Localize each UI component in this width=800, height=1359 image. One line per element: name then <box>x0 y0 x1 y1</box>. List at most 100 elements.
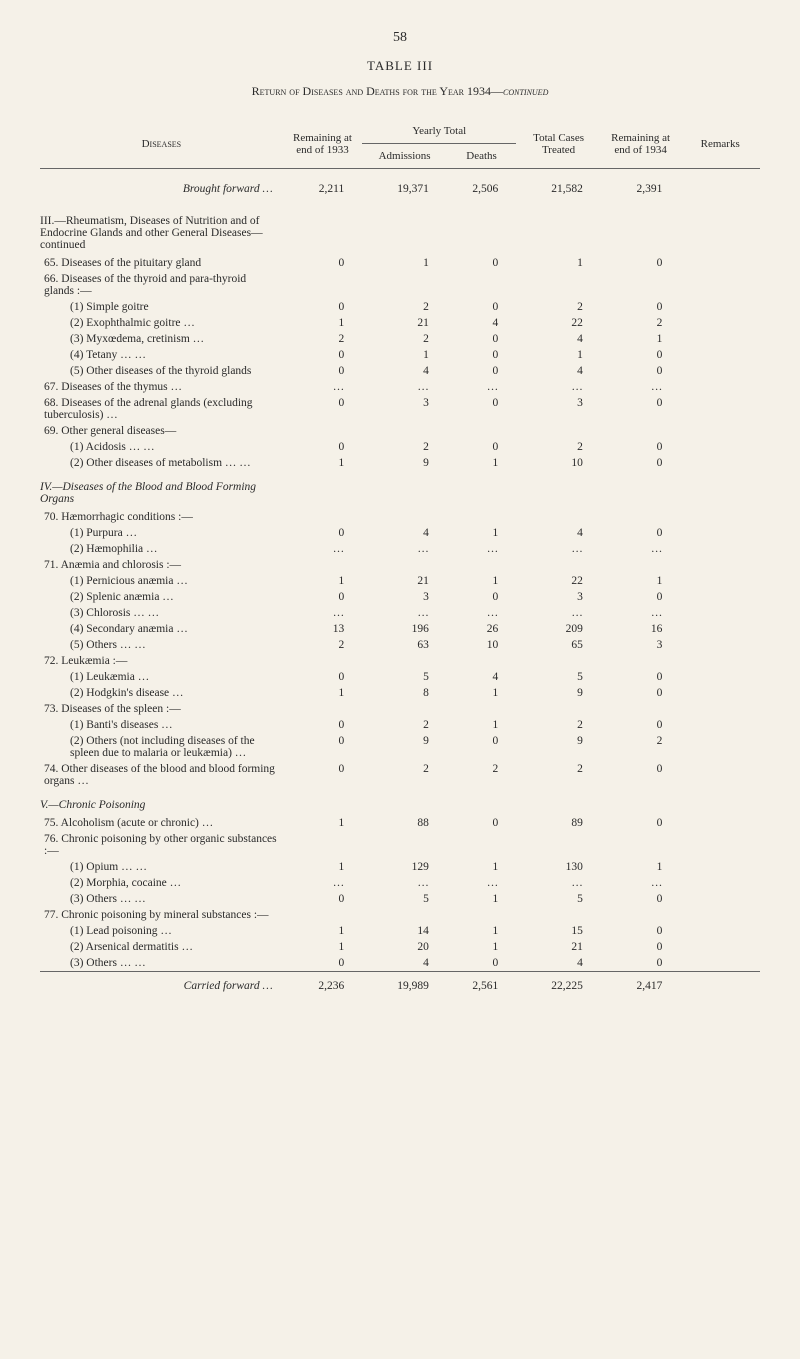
row-label: (2) Splenic anæmia … <box>40 589 283 605</box>
cell: 9 <box>362 733 447 761</box>
cell: 10 <box>516 455 601 471</box>
cell: 1 <box>283 923 363 939</box>
cell: … <box>516 605 601 621</box>
caption-main: Return of Diseases and Deaths for the Ye… <box>252 84 503 98</box>
cell: 0 <box>447 589 516 605</box>
cell: 1 <box>447 455 516 471</box>
cell: 89 <box>516 815 601 831</box>
cell: 13 <box>283 621 363 637</box>
table-row: (3) Others … …05150 <box>40 891 760 907</box>
cell: 0 <box>283 589 363 605</box>
cell: 0 <box>283 891 363 907</box>
cell: … <box>447 875 516 891</box>
row-label: 69. Other general diseases— <box>40 423 283 439</box>
cell: 9 <box>362 455 447 471</box>
table-row: (1) Banti's diseases …02120 <box>40 717 760 733</box>
table-row: (2) Other diseases of metabolism … …1911… <box>40 455 760 471</box>
cell: 2 <box>362 761 447 789</box>
cell: 0 <box>601 923 681 939</box>
cell: 1 <box>447 525 516 541</box>
cell: 0 <box>283 363 363 379</box>
col-remarks: Remarks <box>680 119 760 169</box>
table-row: 70. Hæmorrhagic conditions :— <box>40 509 760 525</box>
cell: 0 <box>601 395 681 423</box>
col-admissions: Admissions <box>362 144 447 169</box>
cell: 21 <box>516 939 601 955</box>
row-label: (1) Lead poisoning … <box>40 923 283 939</box>
row-label: (2) Arsenical dermatitis … <box>40 939 283 955</box>
table-row: 71. Anæmia and chlorosis :— <box>40 557 760 573</box>
cell: 3 <box>362 395 447 423</box>
cell: 1 <box>447 573 516 589</box>
row-label: (3) Others … … <box>40 955 283 972</box>
cell: 0 <box>601 589 681 605</box>
cell: 0 <box>447 255 516 271</box>
cell: 4 <box>447 315 516 331</box>
brought-label: Brought forward … <box>40 169 283 205</box>
cell: 0 <box>601 439 681 455</box>
cell: 129 <box>362 859 447 875</box>
cell: 0 <box>447 395 516 423</box>
cell: 4 <box>516 363 601 379</box>
cell: 4 <box>362 955 447 972</box>
cell: 1 <box>447 859 516 875</box>
row-label: (1) Banti's diseases … <box>40 717 283 733</box>
cell: … <box>447 605 516 621</box>
cell: 5 <box>362 891 447 907</box>
cell: 0 <box>601 761 681 789</box>
cell: 0 <box>447 363 516 379</box>
cell: 1 <box>283 573 363 589</box>
cell: 0 <box>447 299 516 315</box>
cell: 2,561 <box>447 972 516 995</box>
cell: 0 <box>601 939 681 955</box>
row-label: 67. Diseases of the thymus … <box>40 379 283 395</box>
row-label: 77. Chronic poisoning by mineral substan… <box>40 907 283 923</box>
cell: 4 <box>516 955 601 972</box>
cell: 0 <box>601 299 681 315</box>
row-label: (3) Chlorosis … … <box>40 605 283 621</box>
row-label: (1) Pernicious anæmia … <box>40 573 283 589</box>
col-diseases: Diseases <box>40 119 283 169</box>
cell: … <box>447 379 516 395</box>
cell: 2 <box>283 331 363 347</box>
caption-cont: continued <box>503 84 548 98</box>
row-carried-forward: Carried forward … 2,236 19,989 2,561 22,… <box>40 972 760 995</box>
cell: 0 <box>601 347 681 363</box>
cell: 0 <box>601 685 681 701</box>
cell: 0 <box>283 669 363 685</box>
cell: 9 <box>516 685 601 701</box>
cell: 14 <box>362 923 447 939</box>
cell: 0 <box>601 815 681 831</box>
row-label: 68. Diseases of the adrenal glands (excl… <box>40 395 283 423</box>
cell: 0 <box>283 955 363 972</box>
cell: 3 <box>601 637 681 653</box>
table-row: 77. Chronic poisoning by mineral substan… <box>40 907 760 923</box>
row-label: 72. Leukæmia :— <box>40 653 283 669</box>
cell: 16 <box>601 621 681 637</box>
cell: 3 <box>516 395 601 423</box>
row-label: 65. Diseases of the pituitary gland <box>40 255 283 271</box>
row-label: (5) Other diseases of the thyroid glands <box>40 363 283 379</box>
cell: … <box>362 605 447 621</box>
table-row: 75. Alcoholism (acute or chronic) …18808… <box>40 815 760 831</box>
cell: 21 <box>362 573 447 589</box>
table-row: (1) Acidosis … …02020 <box>40 439 760 455</box>
cell: … <box>283 541 363 557</box>
cell: … <box>601 605 681 621</box>
table-row: (4) Secondary anæmia …131962620916 <box>40 621 760 637</box>
cell: 21 <box>362 315 447 331</box>
cell: 22 <box>516 573 601 589</box>
cell: 0 <box>601 955 681 972</box>
carried-label: Carried forward … <box>40 972 283 995</box>
cell: … <box>283 605 363 621</box>
cell: 1 <box>447 891 516 907</box>
cell: 1 <box>362 347 447 363</box>
table-row: 72. Leukæmia :— <box>40 653 760 669</box>
cell: … <box>601 875 681 891</box>
row-label: (3) Myxœdema, cretinism … <box>40 331 283 347</box>
cell: 2,236 <box>283 972 363 995</box>
cell: 2,506 <box>447 169 516 205</box>
cell: 8 <box>362 685 447 701</box>
cell: 0 <box>447 733 516 761</box>
table-row: (5) Others … …26310653 <box>40 637 760 653</box>
